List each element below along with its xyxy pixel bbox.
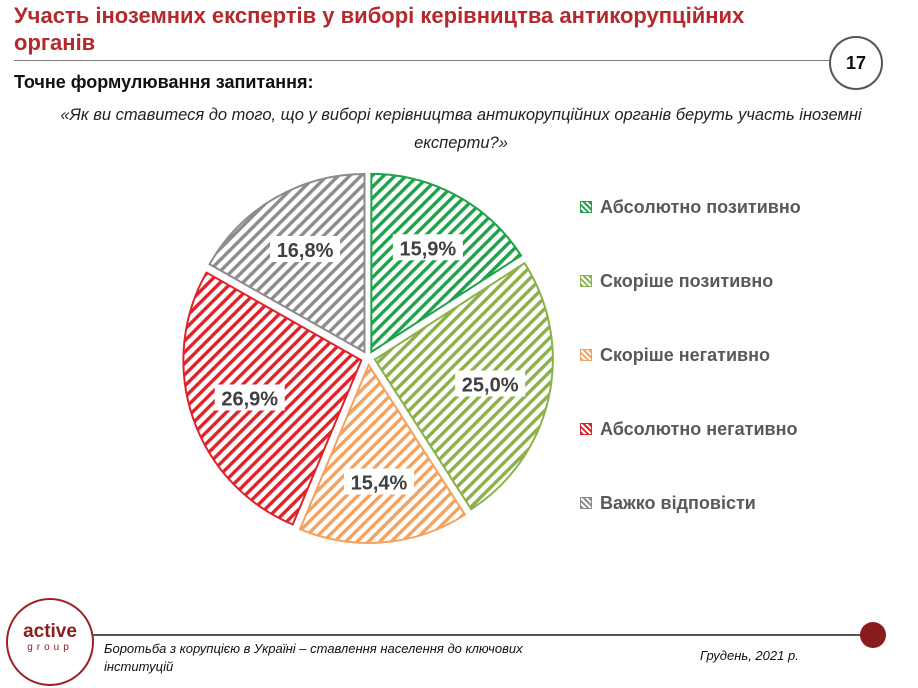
logo-subtext: group (27, 642, 73, 653)
footer-date: Грудень, 2021 р. (700, 648, 799, 663)
legend-swatch (580, 275, 592, 287)
page-number-badge: 17 (829, 36, 883, 90)
legend-label: Абсолютно позитивно (600, 197, 801, 217)
chart-legend: Абсолютно позитивно Скоріше позитивно Скор… (580, 198, 801, 568)
logo-wordmark: active (23, 621, 77, 642)
slice-value-label: 15,9% (392, 234, 463, 261)
slice-value-label: 15,4% (343, 468, 414, 495)
slice-value-label: 16,8% (270, 236, 341, 263)
footer-report-title: Боротьба з корупцією в Україні – ставлен… (104, 641, 523, 674)
slice-value-text: 15,4% (351, 473, 408, 495)
legend-label: Скоріше негативно (600, 345, 770, 365)
active-group-logo: active group (6, 598, 94, 686)
footer-divider (92, 634, 872, 636)
pie-slice-абсолютно-позитивно (370, 172, 523, 354)
pie-chart: 15,9% 25,0% 15,4% 26,9% 16,8% (182, 172, 554, 544)
legend-swatch (580, 349, 592, 361)
legend-swatch (580, 423, 592, 435)
legend-item-скоріше-позитивно: Скоріше позитивно (580, 272, 801, 346)
slide-title: Участь іноземних експертів у виборі кері… (14, 3, 745, 55)
legend-item-важко-відповісти: Важко відповісти (580, 494, 801, 568)
question-text: «Як ви ставитеся до того, що у виборі ке… (60, 106, 862, 152)
pie-slice-скоріше-негативно (298, 362, 467, 544)
slice-value-text: 15,9% (400, 238, 457, 260)
legend-label: Скоріше позитивно (600, 271, 774, 291)
question-heading: Точне формулювання запитання: (14, 72, 314, 92)
legend-label: Абсолютно негативно (600, 419, 798, 439)
legend-item-скоріше-негативно: Скоріше негативно (580, 346, 801, 420)
legend-item-абсолютно-негативно: Абсолютно негативно (580, 420, 801, 494)
legend-swatch (580, 201, 592, 213)
slice-value-label: 26,9% (214, 384, 285, 411)
slice-value-text: 25,0% (462, 375, 519, 397)
pie-slice-важко-відповісти (208, 172, 366, 354)
slice-value-text: 16,8% (277, 240, 334, 262)
legend-label: Важко відповісти (600, 493, 756, 513)
footer-dot (860, 622, 886, 648)
header-divider (14, 60, 840, 61)
slice-value-label: 25,0% (455, 370, 526, 397)
legend-item-абсолютно-позитивно: Абсолютно позитивно (580, 198, 801, 272)
legend-swatch (580, 497, 592, 509)
slice-value-text: 26,9% (221, 388, 278, 410)
